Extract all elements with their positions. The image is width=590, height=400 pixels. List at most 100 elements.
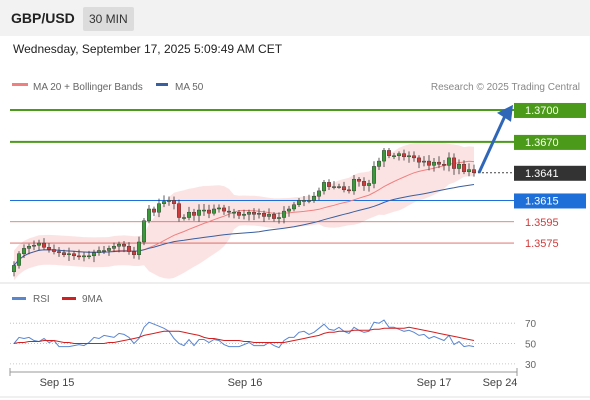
candle-body [121, 243, 126, 247]
candle-body [71, 253, 76, 257]
candle-body [472, 169, 477, 173]
x-tick-sep-24: Sep 24 [483, 377, 518, 389]
candle-body [86, 255, 91, 258]
candle-body [407, 155, 412, 158]
legend-label-9ma: 9MA [82, 294, 103, 305]
copyright-text: Research © 2025 Trading Central [431, 82, 580, 93]
candle-body [96, 250, 101, 253]
candle-body [467, 169, 472, 172]
level-label-1.3700: 1.3700 [525, 105, 559, 117]
candle-body [417, 157, 422, 163]
legend-label-ma20: MA 20 + Bollinger Bands [33, 82, 143, 93]
forecast-arrow-shaft [477, 115, 507, 174]
candle-body [312, 196, 317, 201]
level-label-1.3595: 1.3595 [525, 217, 559, 229]
candle-body [302, 200, 307, 202]
rsi-tick-30: 30 [525, 360, 537, 371]
candle-body [42, 242, 47, 248]
candle-body [337, 186, 342, 188]
candle-body [176, 203, 181, 218]
candle-body [146, 208, 151, 221]
candle-body [62, 252, 67, 255]
candle-body [432, 161, 437, 166]
candle-body [66, 253, 71, 255]
candle-body [422, 160, 427, 163]
x-tick-sep-17: Sep 17 [417, 377, 452, 389]
candle-body [241, 214, 246, 216]
candle-body [151, 208, 156, 213]
candle-body [196, 209, 201, 216]
x-tick-sep-16: Sep 16 [228, 377, 263, 389]
candle-body [377, 160, 382, 167]
candle-body [106, 248, 111, 251]
candle-body [307, 200, 312, 202]
candle-body [47, 247, 52, 250]
candle-body [342, 186, 347, 191]
candle-body [382, 150, 387, 162]
legend-swatch-9ma [62, 297, 76, 300]
candle-body [322, 182, 327, 192]
rsi-9ma-line [13, 326, 475, 344]
legend-label-ma50: MA 50 [175, 82, 204, 93]
candle-body [427, 160, 432, 166]
timeframe-badge[interactable]: 30 MIN [83, 7, 134, 31]
candle-body [387, 150, 392, 156]
timestamp: Wednesday, September 17, 2025 5:09:49 AM… [13, 42, 283, 56]
candle-body [402, 153, 407, 158]
candle-body [131, 251, 136, 255]
candle-body [91, 252, 96, 257]
candle-body [156, 203, 161, 213]
level-label-1.3615: 1.3615 [525, 195, 559, 207]
candle-body [317, 190, 322, 197]
candle-body [397, 153, 402, 156]
candle-body [392, 155, 397, 157]
candle-body [372, 166, 377, 184]
level-label-1.3670: 1.3670 [525, 137, 559, 149]
legend-swatch-ma20 [12, 83, 28, 86]
forecast-arrow-head [497, 104, 513, 122]
candle-body [257, 213, 262, 215]
candle-body [191, 211, 196, 216]
level-box-1.3700 [514, 102, 586, 118]
candle-body [292, 204, 297, 210]
level-box-1.3670 [514, 134, 586, 150]
candle-body [251, 211, 256, 215]
candle-body [352, 178, 357, 192]
rsi-tick-50: 50 [525, 340, 537, 351]
candle-body [347, 189, 352, 192]
candle-body [57, 251, 62, 253]
candle-body [17, 253, 22, 266]
last-price-box [514, 165, 586, 181]
candle-body [126, 246, 131, 252]
candle-body [101, 250, 106, 252]
candle-body [136, 241, 141, 255]
candle-body [367, 183, 372, 186]
candle-body [357, 178, 362, 182]
candle-body [267, 214, 272, 217]
candle-body [437, 161, 442, 165]
candle-body [52, 249, 57, 252]
candle-body [362, 181, 367, 186]
candle-body [246, 211, 251, 215]
last-price-label: 1.3641 [525, 168, 559, 180]
candle-body [447, 157, 452, 166]
candle-body [216, 207, 221, 210]
level-label-1.3575: 1.3575 [525, 238, 559, 250]
candle-body [141, 220, 146, 243]
candle-body [181, 217, 186, 219]
level-box-1.3615 [514, 193, 586, 209]
candle-body [116, 243, 121, 247]
candle-body [221, 207, 226, 212]
candle-body [457, 164, 462, 169]
candle-body [81, 255, 86, 258]
candle-body [442, 164, 447, 166]
candle-body [231, 211, 236, 214]
candle-body [236, 211, 241, 216]
candle-body [206, 209, 211, 214]
candle-body [282, 210, 287, 218]
candle-body [211, 208, 216, 214]
candle-body [262, 213, 267, 217]
candle-body [277, 217, 282, 219]
x-tick-sep-15: Sep 15 [40, 377, 75, 389]
candle-body [111, 246, 116, 249]
